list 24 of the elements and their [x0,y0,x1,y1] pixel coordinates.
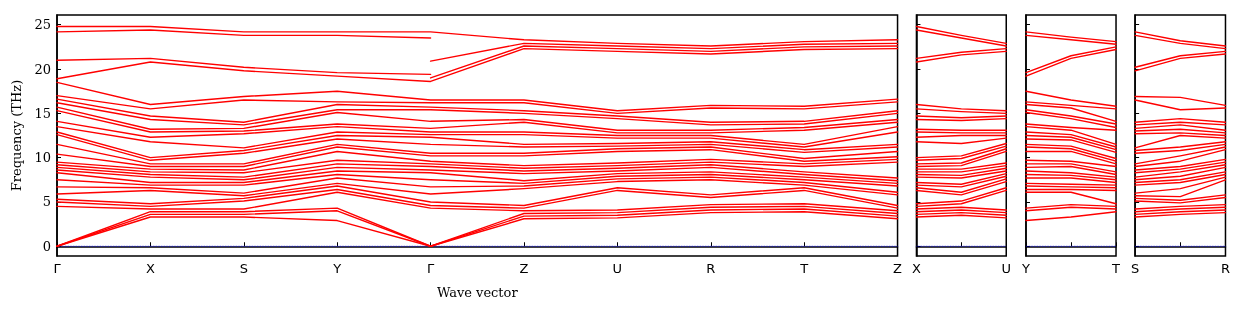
y-tick-label: 20 [34,61,51,77]
y-tick-label: 5 [42,194,51,210]
y-tick-label: 10 [34,150,51,166]
x-tick-label: X [145,261,155,276]
x-tick-label: X [912,261,921,276]
x-tick-label: U [1001,261,1011,276]
y-tick-label: 15 [34,105,51,121]
x-tick-label: R [1220,261,1231,276]
x-tick-label: Z [893,261,903,276]
x-tick-label: T [1111,261,1121,276]
y-tick-label: 25 [34,17,51,33]
x-tick-label: Y [1020,261,1030,276]
x-tick-label: U [612,261,623,276]
x-tick-label: S [239,261,248,276]
x-tick-label: R [706,261,716,276]
x-tick-label: Z [519,261,529,276]
x-axis-title: Wave vector [436,285,519,300]
y-axis-title: Frequency (THz) [9,79,24,192]
y-tick-label: 0 [42,238,51,254]
x-tick-label: T [799,261,809,276]
x-tick-label: Y [332,261,342,276]
x-tick-label: Γ [426,261,435,276]
x-tick-label: S [1130,261,1140,276]
x-tick-label: Γ [53,261,62,276]
